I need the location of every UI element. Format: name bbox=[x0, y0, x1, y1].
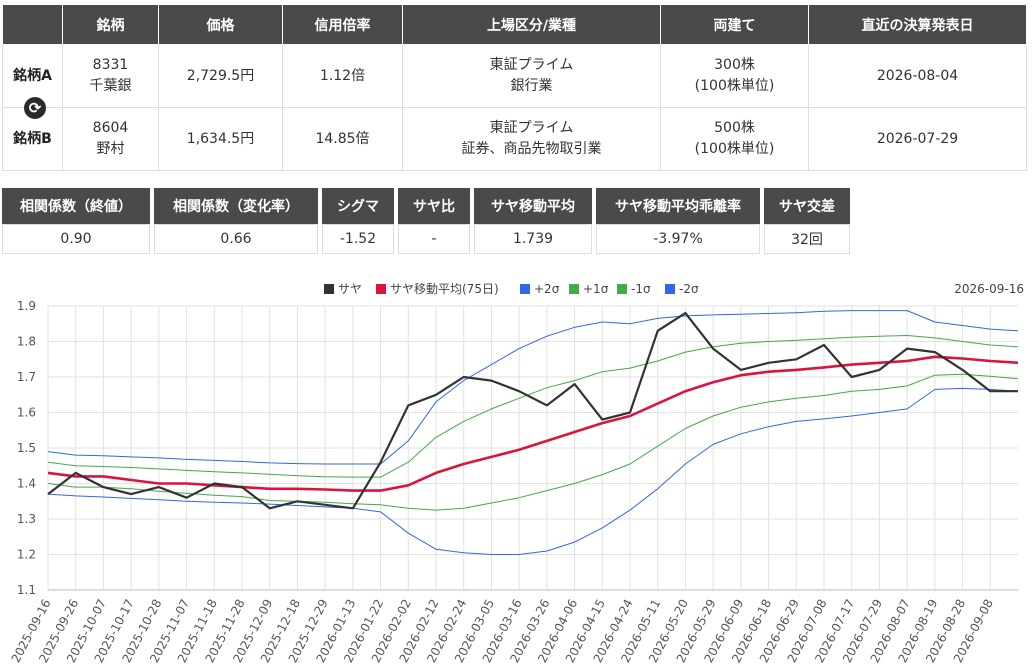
sync-icon[interactable]: ⟳ bbox=[24, 97, 46, 119]
chart-legend: サヤ サヤ移動平均(75日) +2σ +1σ -1σ -2σ bbox=[324, 282, 699, 296]
spread-ma-value: 1.739 bbox=[474, 224, 592, 254]
blank-header bbox=[2, 4, 63, 45]
spread-chart: サヤ サヤ移動平均(75日) +2σ +1σ -1σ -2σ 2026-09-16 1.1… bbox=[9, 282, 1024, 665]
stats-table: 相関係数（終値） 相関係数（変化率） シグマ サヤ比 サヤ移動平均 サヤ移動平均… bbox=[0, 188, 854, 254]
chart-date-label: 2026-09-16 bbox=[954, 282, 1024, 296]
sigma-value: -1.52 bbox=[322, 224, 394, 254]
series-line-4 bbox=[47, 373, 1019, 511]
margin-ratio-cell: 14.85倍 bbox=[282, 107, 403, 171]
stock-name: 千葉銀 bbox=[89, 78, 132, 94]
legend-label[interactable]: サヤ移動平均(75日) bbox=[390, 282, 499, 296]
legend-swatch bbox=[665, 284, 675, 294]
spread-ratio-value: - bbox=[398, 224, 470, 254]
y-tick-label: 1.5 bbox=[17, 441, 36, 455]
legend-swatch bbox=[617, 284, 627, 294]
header-price: 価格 bbox=[158, 4, 283, 45]
x-axis: 2025-09-162025-09-262025-10-072025-10-17… bbox=[9, 589, 1018, 665]
hedge-cell: 500株 (100株単位) bbox=[660, 107, 809, 171]
market-text: 東証プライム bbox=[489, 57, 574, 73]
market-cell: 東証プライム 銀行業 bbox=[402, 44, 661, 108]
table-row: 銘柄A 8331 千葉銀 2,729.5円 1.12倍 東証プライム 銀行業 300… bbox=[2, 44, 1027, 108]
market-text: 東証プライム bbox=[489, 120, 574, 136]
series-line-0 bbox=[47, 312, 1018, 510]
correlation-close-value: 0.90 bbox=[2, 224, 150, 254]
stock-code: 8331 bbox=[92, 57, 129, 73]
y-tick-label: 1.4 bbox=[17, 477, 36, 491]
header-market-industry: 上場区分/業種 bbox=[402, 4, 661, 45]
header-spread-cross: サヤ交差 bbox=[764, 188, 850, 224]
pair-table: 銘柄 価格 信用倍率 上場区分/業種 両建て 直近の決算発表日 銘柄A 8331… bbox=[2, 4, 1027, 171]
hedge-shares: 300株 bbox=[714, 57, 755, 73]
industry-text: 銀行業 bbox=[510, 78, 553, 94]
header-earnings-date: 直近の決算発表日 bbox=[808, 4, 1027, 45]
hedge-shares: 500株 bbox=[714, 120, 755, 136]
legend-label[interactable]: サヤ bbox=[338, 282, 362, 296]
spread-ma-deviation-value: -3.97% bbox=[596, 224, 760, 254]
hedge-unit: (100株単位) bbox=[694, 141, 775, 157]
stock-cell[interactable]: 8331 千葉銀 bbox=[62, 44, 159, 108]
margin-ratio-cell: 1.12倍 bbox=[282, 44, 403, 108]
spread-cross-value: 32回 bbox=[764, 224, 850, 254]
hedge-cell: 300株 (100株単位) bbox=[660, 44, 809, 108]
y-axis: 1.1 1.2 1.3 1.4 1.5 1.6 1.7 1.8 1.9 bbox=[17, 299, 36, 597]
legend-swatch bbox=[376, 284, 386, 294]
correlation-change-value: 0.66 bbox=[154, 224, 318, 254]
legend-swatch bbox=[520, 284, 530, 294]
pair-table-header: 銘柄 価格 信用倍率 上場区分/業種 両建て 直近の決算発表日 bbox=[2, 4, 1027, 45]
legend-label[interactable]: +2σ bbox=[534, 282, 560, 296]
stock-cell[interactable]: 8604 野村 bbox=[62, 107, 159, 171]
y-tick-label: 1.3 bbox=[17, 512, 36, 526]
legend-swatch bbox=[324, 284, 334, 294]
series-line-5 bbox=[47, 387, 1019, 555]
legend-label[interactable]: +1σ bbox=[583, 282, 609, 296]
price-cell: 2,729.5円 bbox=[158, 44, 283, 108]
series-line-2 bbox=[47, 310, 1019, 465]
chart-grid bbox=[47, 305, 1018, 591]
header-correlation-change: 相関係数（変化率） bbox=[154, 188, 318, 224]
header-spread-ma-deviation: サヤ移動平均乖離率 bbox=[596, 188, 760, 224]
earnings-date-cell: 2026-07-29 bbox=[808, 107, 1027, 171]
y-tick-label: 1.7 bbox=[17, 370, 36, 384]
header-correlation-close: 相関係数（終値） bbox=[2, 188, 150, 224]
y-tick-label: 1.1 bbox=[17, 583, 36, 597]
y-tick-label: 1.9 bbox=[17, 299, 36, 313]
y-tick-label: 1.8 bbox=[17, 335, 36, 349]
row-label-b: 銘柄B bbox=[13, 130, 52, 147]
row-label-b-cell: ⟳ 銘柄B bbox=[2, 97, 63, 171]
header-hedge: 両建て bbox=[660, 4, 809, 45]
stock-name: 野村 bbox=[96, 141, 125, 157]
legend-swatch bbox=[569, 284, 579, 294]
legend-label[interactable]: -2σ bbox=[679, 282, 699, 296]
y-tick-label: 1.2 bbox=[17, 548, 36, 562]
series-line-3 bbox=[47, 335, 1019, 478]
y-tick-label: 1.6 bbox=[17, 406, 36, 420]
header-stock: 銘柄 bbox=[62, 4, 159, 45]
header-spread-ma: サヤ移動平均 bbox=[474, 188, 592, 224]
hedge-unit: (100株単位) bbox=[694, 78, 775, 94]
header-sigma: シグマ bbox=[322, 188, 394, 224]
industry-text: 証券、商品先物取引業 bbox=[461, 141, 602, 157]
stock-code: 8604 bbox=[92, 120, 129, 136]
stats-header-row: 相関係数（終値） 相関係数（変化率） シグマ サヤ比 サヤ移動平均 サヤ移動平均… bbox=[2, 188, 850, 224]
table-row: ⟳ 銘柄B 8604 野村 1,634.5円 14.85倍 東証プライム証券、商品先… bbox=[2, 97, 1027, 171]
stats-value-row: 0.90 0.66 -1.52 - 1.739 -3.97% 32回 bbox=[2, 224, 850, 254]
earnings-date-cell: 2026-08-04 bbox=[808, 44, 1027, 108]
price-cell: 1,634.5円 bbox=[158, 107, 283, 171]
legend-label[interactable]: -1σ bbox=[631, 282, 651, 296]
header-margin-ratio: 信用倍率 bbox=[282, 4, 403, 45]
chart-series bbox=[47, 310, 1019, 555]
market-cell: 東証プライム証券、商品先物取引業 bbox=[402, 107, 661, 171]
header-spread-ratio: サヤ比 bbox=[398, 188, 470, 224]
